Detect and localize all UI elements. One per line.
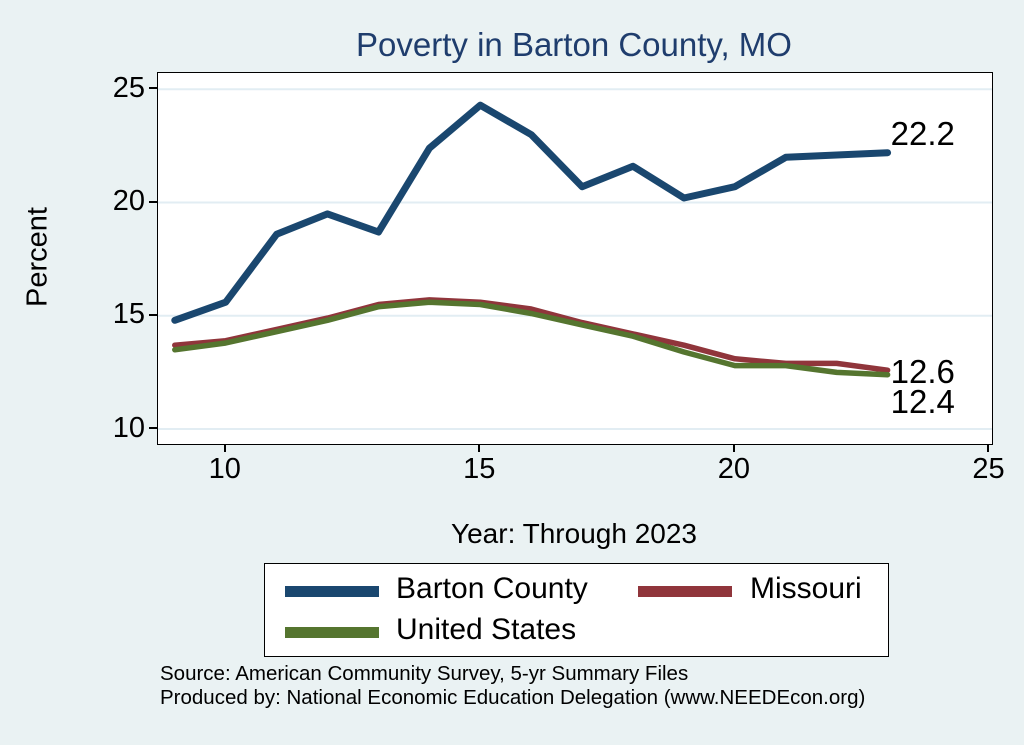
x-tick-mark-15 xyxy=(478,444,481,452)
source-note: Source: American Community Survey, 5-yr … xyxy=(160,662,865,709)
x-tick-mark-10 xyxy=(223,444,226,452)
y-tick-label-15: 15 xyxy=(112,298,145,331)
chart-title: Poverty in Barton County, MO xyxy=(356,26,792,63)
series-line-barton-county xyxy=(171,101,892,324)
x-axis-title: Year: Through 2023 xyxy=(451,518,697,549)
x-tick-label-20: 20 xyxy=(717,453,750,485)
legend-label-united-states: United States xyxy=(396,613,577,646)
x-tick-mark-25 xyxy=(987,444,990,452)
y-tick-mark-20 xyxy=(149,200,157,203)
y-tick-mark-10 xyxy=(149,427,157,430)
x-tick-label-15: 15 xyxy=(463,453,496,485)
end-label-united-states: 12.4 xyxy=(890,382,955,420)
x-tick-mark-20 xyxy=(732,444,735,452)
source-line-2: Produced by: National Economic Education… xyxy=(160,685,866,709)
end-label-barton-county: 22.2 xyxy=(890,114,955,152)
y-tick-label-25: 25 xyxy=(112,71,145,104)
y-axis-title: Percent xyxy=(21,207,54,308)
chart-canvas xyxy=(158,88,992,431)
plot-area xyxy=(157,72,993,445)
legend-box: Barton County Missouri United States xyxy=(264,563,889,657)
legend-label-missouri: Missouri xyxy=(750,572,862,605)
legend-label-barton-county: Barton County xyxy=(396,572,588,605)
series-line-missouri xyxy=(172,297,891,373)
x-tick-label-25: 25 xyxy=(972,453,1005,485)
x-tick-label-10: 10 xyxy=(208,453,241,485)
y-tick-mark-15 xyxy=(149,313,157,316)
end-label-missouri: 12.6 xyxy=(890,353,955,391)
legend-swatch-barton-county xyxy=(285,586,379,597)
series-line-united-states xyxy=(172,299,891,378)
y-tick-mark-25 xyxy=(149,87,157,90)
source-line-1: Source: American Community Survey, 5-yr … xyxy=(160,662,689,685)
y-tick-label-10: 10 xyxy=(112,411,145,444)
legend-swatch-missouri xyxy=(638,586,732,597)
legend-swatch-united-states xyxy=(285,627,379,638)
y-tick-label-20: 20 xyxy=(112,185,145,218)
